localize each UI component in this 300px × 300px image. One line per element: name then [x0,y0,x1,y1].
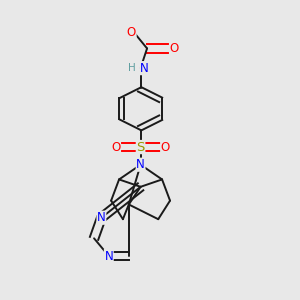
Text: N: N [140,61,148,75]
Text: O: O [111,141,121,154]
Text: O: O [161,141,170,154]
Text: S: S [136,141,145,154]
Text: O: O [127,26,136,39]
Text: N: N [136,158,145,171]
Text: N: N [97,211,106,224]
Text: N: N [104,250,113,262]
Text: H: H [128,63,136,73]
Text: O: O [169,42,179,55]
